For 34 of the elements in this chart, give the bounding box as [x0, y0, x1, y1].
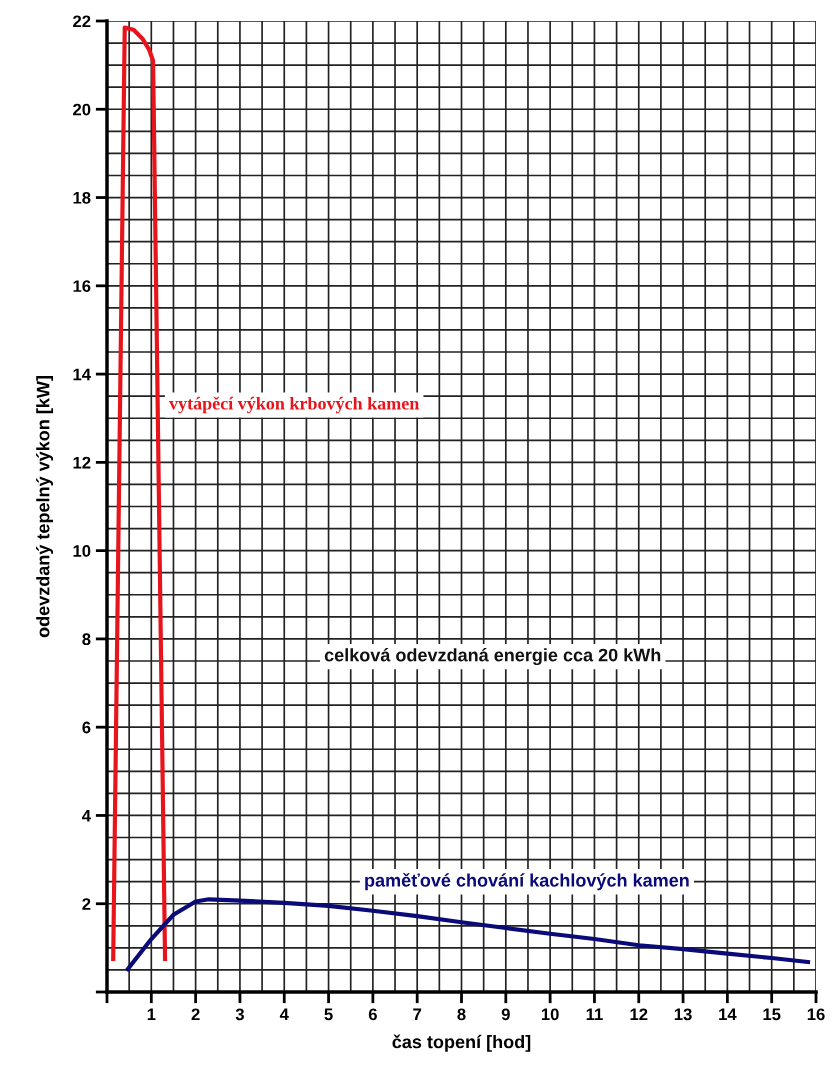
series-label: vytápěcí výkon krbových kamen	[169, 396, 420, 414]
annotation: celková odevzdaná energie cca 20 kWh	[324, 648, 661, 666]
series-label: paměťové chování kachlových kamen	[365, 873, 689, 891]
line-series	[111, 25, 168, 961]
x-tick-label: 16	[807, 1008, 825, 1021]
x-axis-title: čas topení [hod]	[392, 1034, 531, 1052]
x-tick-label: 9	[501, 1008, 510, 1021]
x-tick-label: 1	[147, 1008, 156, 1021]
y-tick-label: 14	[73, 368, 91, 381]
y-tick-label: 18	[73, 191, 91, 204]
x-tick-label: 10	[541, 1008, 559, 1021]
y-tick-label: 10	[73, 545, 91, 557]
x-tick-label: 7	[413, 1008, 422, 1021]
x-tick-label: 2	[191, 1008, 200, 1021]
y-tick-label: 6	[82, 721, 91, 734]
x-tick-label: 15	[763, 1008, 781, 1021]
y-tick-label: 20	[73, 103, 91, 116]
x-tick-label: 3	[235, 1008, 244, 1021]
x-tick-label: 5	[324, 1008, 333, 1021]
x-tick-label: 4	[279, 1008, 289, 1021]
y-tick-label: 12	[73, 456, 91, 469]
y-tick-label: 16	[73, 280, 91, 293]
x-tick-label: 13	[674, 1008, 692, 1021]
y-tick-label: 8	[82, 633, 91, 646]
x-tick-label: 14	[719, 1008, 737, 1021]
y-tick-label: 2	[82, 898, 91, 910]
line-series	[125, 897, 811, 972]
y-tick-label: 22	[73, 15, 91, 28]
y-axis-title: odevzdaný tepelný výkon [kW]	[36, 376, 54, 638]
x-tick-label: 6	[368, 1008, 377, 1021]
y-tick-label: 4	[82, 810, 91, 822]
x-tick-label: 8	[457, 1008, 466, 1021]
x-tick-label: 12	[630, 1008, 648, 1021]
x-tick-label: 11	[586, 1008, 603, 1021]
